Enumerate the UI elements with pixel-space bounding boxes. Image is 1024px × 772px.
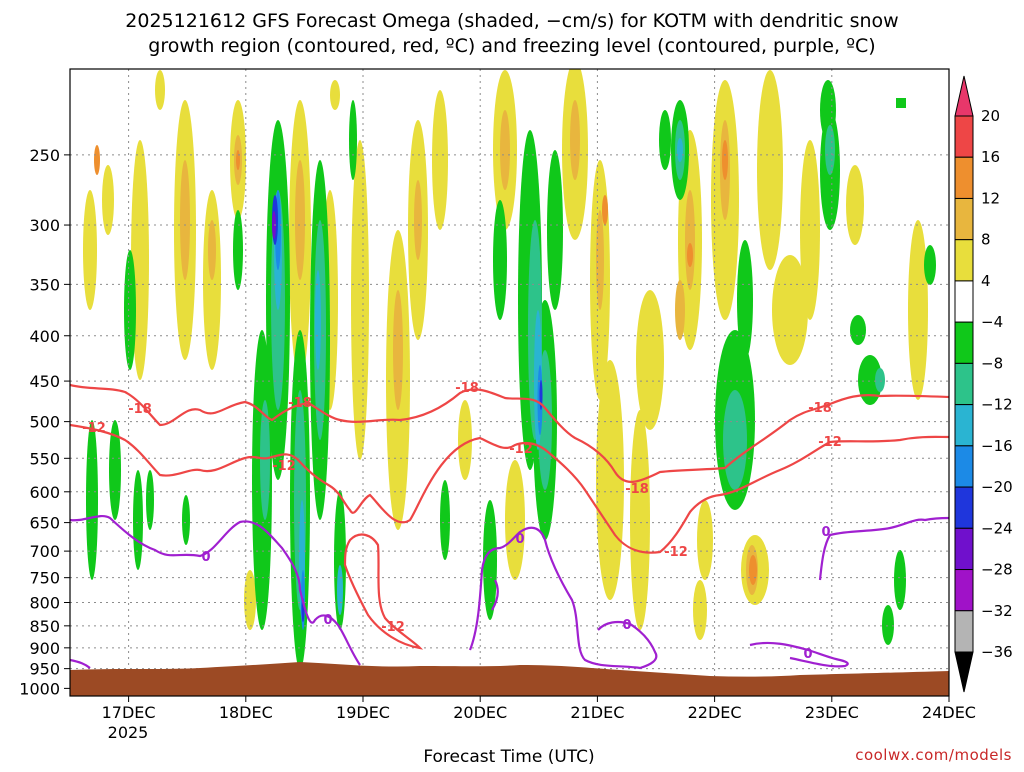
contour-label-zero-b: 0 <box>323 613 332 628</box>
colorbar: 20 16 12 8 4 −4 −8 −12 −16 −20 −24 −28 −32 −36 <box>954 75 1013 693</box>
contour-label-zero-c: 0 <box>515 532 524 547</box>
colorbar-swatch <box>954 362 974 406</box>
colorbar-label: 12 <box>981 189 1000 207</box>
x-tick-label: 23DEC <box>805 703 859 722</box>
colorbar-label: −36 <box>981 643 1013 661</box>
colorbar-label: −4 <box>981 313 1003 331</box>
colorbar-label: −12 <box>981 396 1013 414</box>
contour-label-neg18-b: -18 <box>288 396 312 411</box>
colorbar-swatch <box>954 486 974 529</box>
y-tick-label: 750 <box>29 569 60 588</box>
contour-label-zero-f: 0 <box>821 525 830 540</box>
colorbar-swatch <box>954 445 974 488</box>
x-tick-label: 19DEC <box>336 703 390 722</box>
y-tick-label: 800 <box>29 594 60 613</box>
colorbar-swatch <box>954 569 974 612</box>
y-tick-label: 550 <box>29 449 60 468</box>
y-tick-label: 350 <box>29 275 60 294</box>
credit-link[interactable]: coolwx.com/models <box>855 746 1012 764</box>
colorbar-label: −8 <box>981 354 1003 372</box>
x-tick-label: 22DEC <box>688 703 742 722</box>
contour-label-zero-a: 0 <box>201 550 210 565</box>
contour-label-neg12-e: -12 <box>664 545 688 560</box>
contour-label-neg18-d: -18 <box>625 482 649 497</box>
y-tick-label: 700 <box>29 542 60 561</box>
freezing-level-contour <box>70 514 949 670</box>
colorbar-label: −32 <box>981 602 1013 620</box>
colorbar-swatch <box>954 321 974 364</box>
contour-label-neg12-c: -12 <box>509 442 533 457</box>
contour-labels: -18 -18 -18 -18 -18 -12 -12 -12 -12 -12 … <box>82 381 842 662</box>
dgz-lower-contour <box>70 423 949 554</box>
y-tick-label: 450 <box>29 372 60 391</box>
y-tick-label: 900 <box>29 639 60 658</box>
x-tick-label: 18DEC <box>219 703 273 722</box>
contour-label-zero-d: 0 <box>622 618 631 633</box>
contour-layer: -18 -18 -18 -18 -18 -12 -12 -12 -12 -12 … <box>70 381 949 670</box>
colorbar-label: −20 <box>981 478 1013 496</box>
contour-label-neg18-a: -18 <box>128 402 152 417</box>
contour-label-neg12-f: -12 <box>818 435 842 450</box>
y-tick-label: 650 <box>29 514 60 533</box>
colorbar-swatch <box>954 115 974 158</box>
colorbar-label: 16 <box>981 148 1000 166</box>
y-tick-label: 400 <box>29 327 60 346</box>
y-tick-label: 950 <box>29 660 60 679</box>
colorbar-swatch <box>954 280 974 323</box>
contour-label-neg18-e: -18 <box>808 401 832 416</box>
x-tick-label: 24DEC <box>922 703 976 722</box>
contour-label-zero-e: 0 <box>803 647 812 662</box>
omega-shading <box>83 69 936 670</box>
dgz-upper-contour <box>70 383 949 483</box>
y-tick-label: 500 <box>29 413 60 432</box>
x-tick-label: 21DEC <box>570 703 624 722</box>
colorbar-top-triangle <box>954 75 974 117</box>
colorbar-bottom-triangle <box>954 651 974 693</box>
colorbar-label: −28 <box>981 561 1013 579</box>
y-axis: 250 300 350 400 450 500 550 600 650 700 750 800 850 9… <box>19 146 70 698</box>
colorbar-swatch <box>954 239 974 282</box>
x-year-label: 2025 <box>108 723 149 742</box>
colorbar-label: 4 <box>981 272 991 290</box>
x-tick-label: 17DEC <box>102 703 156 722</box>
y-tick-label: 850 <box>29 617 60 636</box>
colorbar-label: −16 <box>981 437 1013 455</box>
chart-title-line1: 2025121612 GFS Forecast Omega (shaded, −… <box>125 10 898 32</box>
x-tick-label: 20DEC <box>453 703 507 722</box>
y-tick-label: 1000 <box>19 679 60 698</box>
plot-frame <box>69 68 950 697</box>
colorbar-swatch <box>954 610 974 653</box>
colorbar-label: 20 <box>981 107 1000 125</box>
contour-label-neg12-d: -12 <box>381 620 405 635</box>
y-tick-label: 600 <box>29 483 60 502</box>
chart-title-line2: growth region (contoured, red, ºC) and f… <box>148 35 875 57</box>
colorbar-label: −24 <box>981 519 1013 537</box>
colorbar-swatch <box>954 156 974 199</box>
x-axis-title: Forecast Time (UTC) <box>423 747 594 767</box>
colorbar-swatch <box>954 197 974 241</box>
x-axis: 17DEC 18DEC 19DEC 20DEC 21DEC 22DEC 23DEC 24DEC <box>102 696 976 722</box>
colorbar-swatch <box>954 527 974 571</box>
contour-label-neg18-c: -18 <box>455 381 479 396</box>
dgz-lobe-contour <box>343 533 424 650</box>
y-tick-label: 250 <box>29 146 60 165</box>
colorbar-swatch <box>954 404 974 447</box>
contour-label-neg12-a: -12 <box>82 421 106 436</box>
terrain <box>70 662 949 696</box>
contour-label-neg12-b: -12 <box>272 459 296 474</box>
y-tick-label: 300 <box>29 216 60 235</box>
colorbar-label: 8 <box>981 231 991 249</box>
